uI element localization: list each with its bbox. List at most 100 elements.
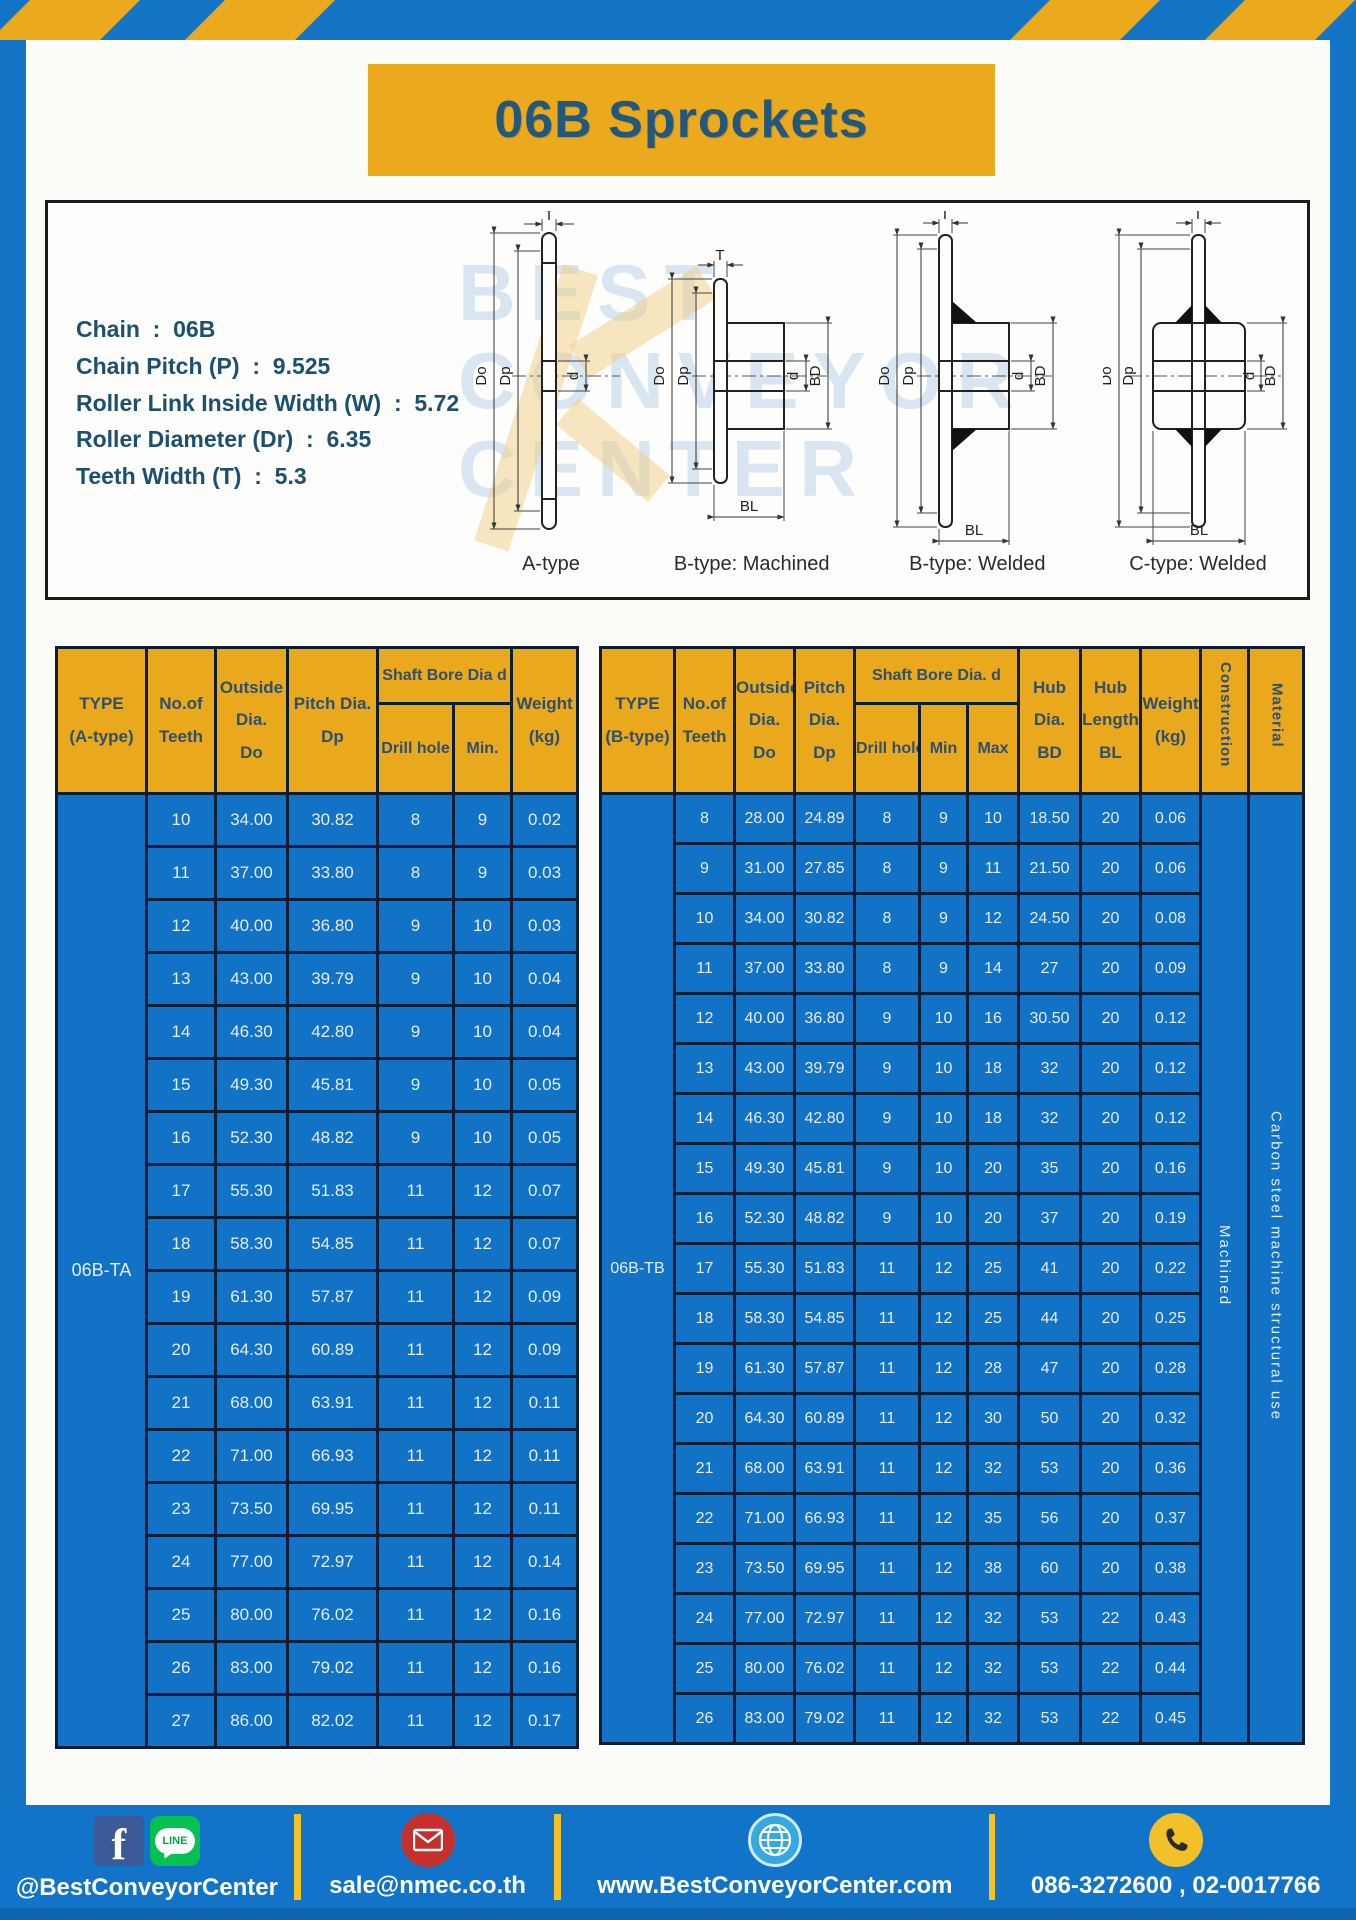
table-cell: 35 — [1017, 1142, 1082, 1195]
table-cell: 36.80 — [793, 992, 856, 1045]
table-cell: 58.30 — [733, 1292, 796, 1345]
table-cell: 10 — [452, 1004, 513, 1060]
footer-social-section: f LINE @BestConveyorCenter — [0, 1805, 294, 1908]
table-cell: 9 — [853, 1042, 921, 1095]
table-cell: 16 — [966, 992, 1020, 1045]
spec-line: Roller Diameter (Dr) : 6.35 — [76, 426, 372, 453]
table-cell: 82.02 — [286, 1693, 379, 1749]
table-cell: 11 — [376, 1428, 455, 1484]
table-cell: 0.16 — [1139, 1142, 1202, 1195]
table-cell: 0.04 — [510, 1004, 579, 1060]
table-cell: 21 — [145, 1375, 217, 1431]
dim-label-dp: Dp — [675, 366, 692, 385]
table-row: 20 64.30 60.89 11 12 0.09 — [57, 1322, 579, 1378]
diagonal-stripe — [0, 0, 140, 40]
table-cell: 20 — [1079, 942, 1142, 995]
table-cell: 11 — [853, 1342, 921, 1395]
table-cell: 41 — [1017, 1242, 1082, 1295]
table-cell: 51.83 — [793, 1242, 856, 1295]
table-cell: 11 — [853, 1242, 921, 1295]
table-cell: 83.00 — [733, 1692, 796, 1745]
b-type-machined-diagram: Do Dp T d BD BL — [652, 247, 832, 521]
table-cell: 20 — [1079, 842, 1142, 895]
table-cell: 20 — [1079, 1492, 1142, 1545]
table-cell: 77.00 — [733, 1592, 796, 1645]
table-cell: 73.50 — [733, 1542, 796, 1595]
table-cell: 20 — [1079, 1542, 1142, 1595]
table-cell: 22 — [1079, 1692, 1142, 1745]
table-row: 26 83.00 79.02 11 12 32 53 22 0.45 — [601, 1692, 1304, 1745]
table-cell: 69.95 — [286, 1481, 379, 1537]
table-cell: 8 — [853, 792, 921, 845]
table-cell: 40.00 — [214, 898, 289, 954]
table-row: 10 34.00 30.82 8 9 12 24.50 20 0.08 — [601, 892, 1304, 945]
diagram-caption: C-type: Welded — [1129, 553, 1267, 575]
col-header-pitch-dia: Pitch Dia. Dp — [793, 646, 856, 795]
table-cell: 0.17 — [510, 1693, 579, 1749]
dim-label-do: Do — [652, 366, 668, 385]
table-row: 22 71.00 66.93 11 12 0.11 — [57, 1428, 579, 1484]
table-cell: 68.00 — [214, 1375, 289, 1431]
table-cell: 8 — [376, 792, 455, 848]
table-cell: 12 — [452, 1534, 513, 1590]
table-cell: 34.00 — [214, 792, 289, 848]
table-cell: 18.50 — [1017, 792, 1082, 845]
table-cell: 39.79 — [793, 1042, 856, 1095]
footer-bar: f LINE @BestConveyorCenter sale@nmec.co.… — [0, 1805, 1356, 1908]
table-cell: 17 — [673, 1242, 736, 1295]
line-icon-label: LINE — [162, 1835, 188, 1847]
table-row: 14 46.30 42.80 9 10 18 32 20 0.12 — [601, 1092, 1304, 1145]
diagonal-stripe — [1205, 0, 1355, 40]
table-cell: 32 — [1017, 1092, 1082, 1145]
table-cell: 80.00 — [214, 1587, 289, 1643]
table-cell: 11 — [853, 1292, 921, 1345]
table-cell: 27.85 — [793, 842, 856, 895]
table-cell: 22 — [1079, 1642, 1142, 1695]
col-header-drill-hole: Drill hole — [853, 702, 921, 795]
table-cell: 20 — [1079, 1042, 1142, 1095]
table-cell: 73.50 — [214, 1481, 289, 1537]
material-value: Carbon steel machine structural use — [1247, 792, 1305, 1745]
table-cell: 60.89 — [793, 1392, 856, 1445]
dim-label-d: d — [785, 372, 802, 380]
table-row: 24 77.00 72.97 11 12 0.14 — [57, 1534, 579, 1590]
table-cell: 37.00 — [214, 845, 289, 901]
table-row: 13 43.00 39.79 9 10 18 32 20 0.12 — [601, 1042, 1304, 1095]
diagonal-stripe — [1010, 0, 1160, 40]
table-cell: 22 — [673, 1492, 736, 1545]
type-cell: 06B-TA — [55, 792, 148, 1749]
table-cell: 18 — [966, 1092, 1020, 1145]
mail-icon — [400, 1813, 455, 1867]
table-cell: 23 — [673, 1542, 736, 1595]
table-cell: 58.30 — [214, 1216, 289, 1272]
table-cell: 0.06 — [1139, 842, 1202, 895]
table-cell: 33.80 — [286, 845, 379, 901]
table-cell: 79.02 — [286, 1640, 379, 1696]
table-cell: 69.95 — [793, 1542, 856, 1595]
footer-website-section: www.BestConveyorCenter.com — [561, 1805, 988, 1908]
table-cell: 12 — [918, 1642, 969, 1695]
dim-label-d: d — [1241, 372, 1258, 380]
col-header-outside-dia: Outside Dia. Do — [733, 646, 796, 795]
table-cell: 9 — [452, 845, 513, 901]
table-cell: 0.45 — [1139, 1692, 1202, 1745]
table-cell: 0.05 — [510, 1057, 579, 1113]
table-cell: 15 — [145, 1057, 217, 1113]
footer-website: www.BestConveyorCenter.com — [597, 1872, 953, 1899]
table-cell: 9 — [853, 992, 921, 1045]
table-cell: 28.00 — [733, 792, 796, 845]
diagonal-stripe — [185, 0, 335, 40]
table-row: 12 40.00 36.80 9 10 16 30.50 20 0.12 — [601, 992, 1304, 1045]
title-banner: 06B Sprockets — [368, 64, 995, 176]
table-cell: 21 — [673, 1442, 736, 1495]
table-cell: 21.50 — [1017, 842, 1082, 895]
table-cell: 25 — [966, 1292, 1020, 1345]
table-cell: 46.30 — [214, 1004, 289, 1060]
table-cell: 11 — [376, 1587, 455, 1643]
table-cell: 0.06 — [1139, 792, 1202, 845]
table-cell: 9 — [376, 898, 455, 954]
table-cell: 30 — [966, 1392, 1020, 1445]
table-cell: 20 — [1079, 792, 1142, 845]
table-cell: 0.07 — [510, 1216, 579, 1272]
table-cell: 49.30 — [733, 1142, 796, 1195]
